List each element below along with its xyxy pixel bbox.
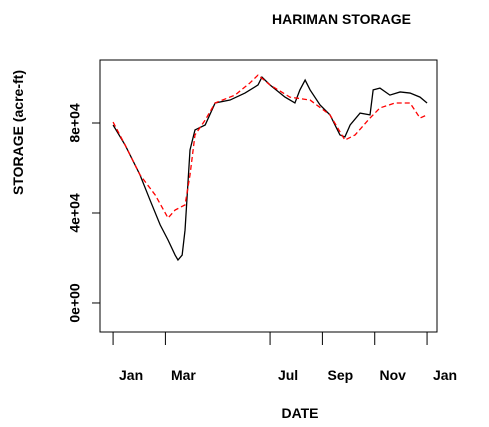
x-tick-label: Mar bbox=[171, 367, 196, 383]
x-tick-label: Nov bbox=[380, 367, 407, 383]
y-axis-label: STORAGE (acre-ft) bbox=[10, 70, 26, 195]
x-axis-label: DATE bbox=[281, 405, 318, 421]
x-tick-label: Jul bbox=[278, 367, 298, 383]
y-tick-label: 8e+04 bbox=[67, 103, 83, 143]
x-tick-label: Sep bbox=[328, 367, 354, 383]
plot-frame bbox=[99, 59, 438, 333]
x-tick-label: Jan bbox=[119, 367, 143, 383]
series-line bbox=[112, 76, 428, 262]
chart-title: HARIMAN STORAGE bbox=[272, 11, 411, 27]
y-tick-label: 4e+04 bbox=[67, 193, 83, 233]
x-tick-label: Jan bbox=[433, 367, 457, 383]
series-line bbox=[112, 74, 428, 220]
y-tick-label: 0e+00 bbox=[67, 283, 83, 323]
